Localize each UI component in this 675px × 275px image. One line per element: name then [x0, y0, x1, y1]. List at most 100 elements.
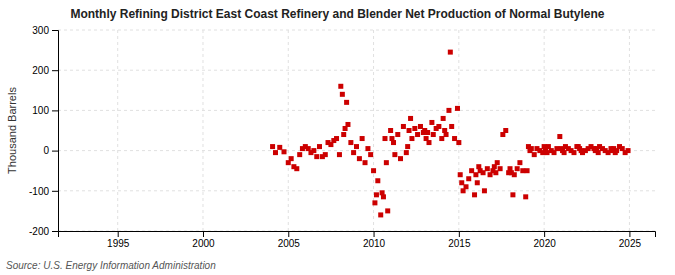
point: [523, 194, 528, 199]
point: [363, 160, 368, 165]
point: [337, 152, 342, 157]
point: [340, 92, 345, 97]
tick-label: 1995: [107, 238, 130, 249]
point: [557, 134, 562, 139]
point: [512, 172, 517, 177]
point: [401, 124, 406, 129]
point: [354, 144, 359, 149]
grid-line: [458, 30, 459, 231]
tick-label: 2010: [363, 238, 386, 249]
point: [378, 212, 383, 217]
tick-label: -100: [29, 186, 49, 197]
tick-mark: [52, 191, 58, 192]
y-axis: -200-1000100200300: [29, 25, 59, 237]
tick-mark: [203, 231, 204, 237]
point: [466, 176, 471, 181]
point: [405, 144, 410, 149]
point: [368, 152, 373, 157]
point: [439, 136, 444, 141]
point: [314, 154, 319, 159]
tick: 2025: [619, 231, 642, 249]
point: [338, 84, 343, 89]
point: [341, 132, 346, 137]
point: [412, 126, 417, 131]
point: [436, 124, 441, 129]
point: [520, 168, 525, 173]
tick-mark: [288, 231, 289, 237]
tick: 0: [43, 145, 58, 156]
tick-mark: [118, 231, 119, 237]
point: [448, 50, 453, 55]
tick: 100: [32, 105, 58, 116]
point: [529, 146, 534, 151]
point: [385, 208, 390, 213]
point: [348, 140, 353, 145]
tick: 2000: [192, 231, 215, 249]
point: [282, 149, 287, 154]
axis-line: [52, 31, 59, 232]
tick-mark: [629, 231, 630, 237]
point: [323, 152, 328, 157]
point: [464, 184, 469, 189]
point: [452, 136, 457, 141]
tick-label: 2000: [192, 238, 215, 249]
grid-line: [629, 30, 630, 231]
point: [475, 180, 480, 185]
tick-mark: [544, 231, 545, 237]
tick: 2005: [278, 231, 301, 249]
point: [429, 120, 434, 125]
point: [472, 192, 477, 197]
point: [277, 145, 282, 150]
point: [469, 168, 474, 173]
point: [455, 106, 460, 111]
point: [554, 146, 559, 151]
tick-label: 300: [32, 25, 49, 36]
tick-mark: [52, 110, 58, 111]
tick-label: 2025: [619, 238, 642, 249]
tick-mark: [52, 70, 58, 71]
x-axis: 1995 2000 2005 2010 2015 2020 2025: [59, 231, 656, 249]
point: [418, 124, 423, 129]
tick-label: -200: [29, 226, 49, 237]
tick: 2010: [363, 231, 386, 249]
point: [431, 132, 436, 137]
points: [270, 50, 630, 218]
point: [407, 128, 412, 133]
tick-mark: [374, 231, 375, 237]
point: [408, 116, 413, 121]
grid-line: [117, 30, 118, 231]
point: [426, 140, 431, 145]
tick-label: 0: [43, 145, 49, 156]
point: [344, 100, 349, 105]
point: [357, 156, 362, 161]
point: [482, 188, 487, 193]
point: [345, 122, 350, 127]
point: [441, 116, 446, 121]
point: [503, 128, 508, 133]
point: [382, 136, 387, 141]
point: [525, 168, 530, 173]
point: [493, 170, 498, 175]
tick: 2015: [448, 231, 471, 249]
point: [365, 146, 370, 151]
point: [311, 148, 316, 153]
grid-line: [544, 30, 545, 231]
tick-label: 2005: [278, 238, 301, 249]
tick-mark: [52, 30, 58, 31]
point: [596, 150, 601, 155]
point: [391, 140, 396, 145]
point: [444, 132, 449, 137]
grid-line: [58, 110, 655, 111]
point: [562, 150, 567, 155]
point: [458, 172, 463, 177]
point: [409, 136, 414, 141]
grid-line: [58, 190, 655, 191]
point: [297, 152, 302, 157]
point: [532, 152, 537, 157]
point: [459, 180, 464, 185]
point: [449, 124, 454, 129]
tick-label: 2020: [534, 238, 557, 249]
tick: 1995: [107, 231, 130, 249]
point: [425, 130, 430, 135]
point: [485, 166, 490, 171]
